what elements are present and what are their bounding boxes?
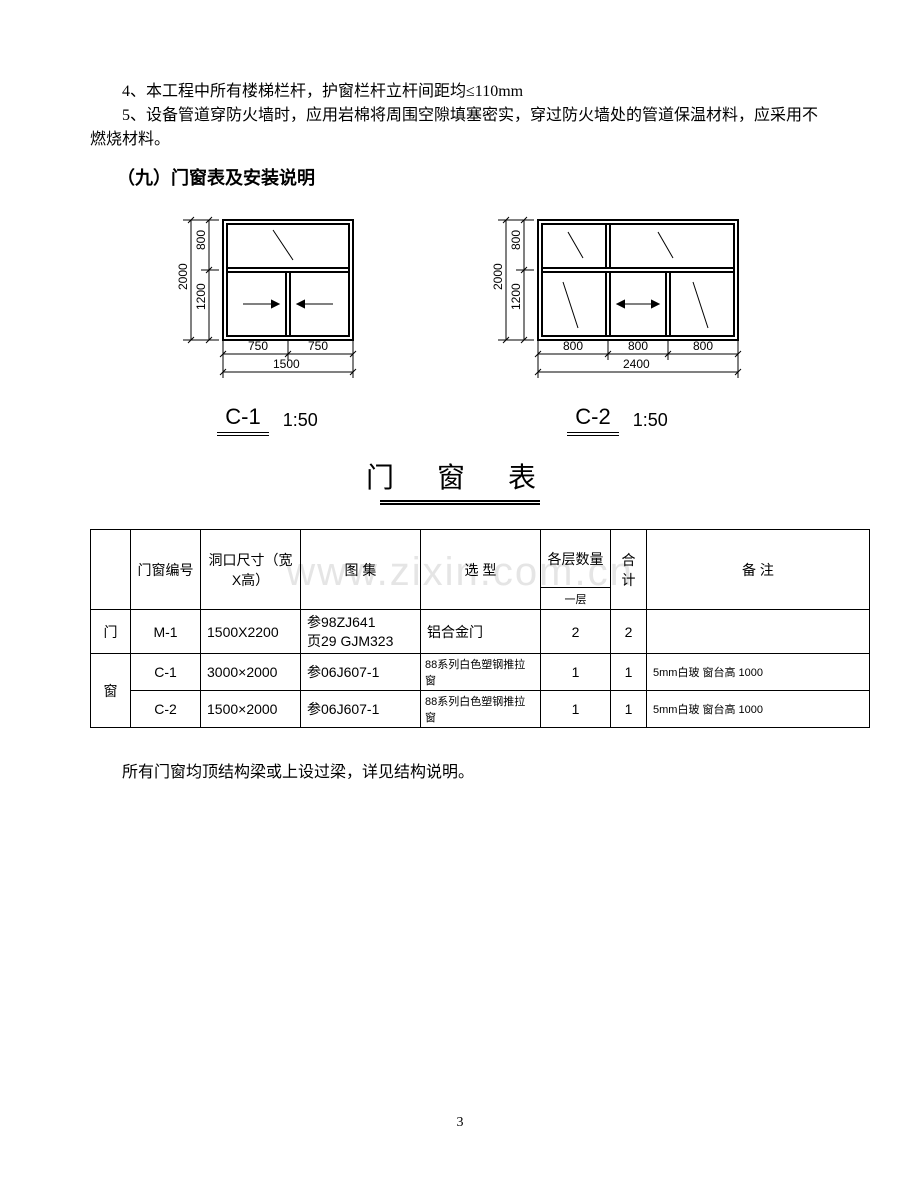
- c1-wtotal: 1500: [273, 357, 300, 371]
- c2-h-bot: 1200: [509, 283, 523, 310]
- r1-size: 3000×2000: [201, 654, 301, 691]
- r1-total: 1: [611, 654, 647, 691]
- th-atlas: 图 集: [301, 530, 421, 610]
- r0-atlas-l1: 参98ZJ641: [307, 614, 375, 630]
- page-number: 3: [457, 1115, 464, 1131]
- r2-qty: 1: [541, 691, 611, 728]
- c2-scale-row: C-2 1:50: [567, 404, 668, 436]
- r0-type: 铝合金门: [421, 610, 541, 654]
- r2-atlas: 参06J607-1: [301, 691, 421, 728]
- c2-scale: 1:50: [633, 410, 668, 431]
- c2-id: C-2: [567, 404, 618, 436]
- th-type: 选 型: [421, 530, 541, 610]
- th-total: 合计: [611, 530, 647, 610]
- section-heading: （九）门窗表及安装说明: [90, 164, 830, 190]
- c1-w1: 750: [248, 339, 268, 353]
- paragraph-4: 4、本工程中所有楼梯栏杆，护窗栏杆立杆间距均≤110mm: [90, 80, 830, 104]
- c2-w3: 800: [693, 339, 713, 353]
- window-c2-group: 800 800 800 2400 800 1200 2000: [468, 210, 768, 436]
- window-c2-svg: 800 800 800 2400 800 1200 2000: [468, 210, 768, 400]
- c1-h-bot: 1200: [194, 283, 208, 310]
- window-c1-svg: 750 750 1500 800 1200 2000: [153, 210, 383, 400]
- r1-note: 5mm白玻 窗台高 1000: [647, 654, 870, 691]
- c1-w2: 750: [308, 339, 328, 353]
- th-size: 洞口尺寸（宽X高）: [201, 530, 301, 610]
- r0-note: [647, 610, 870, 654]
- door-window-table: 门窗编号 洞口尺寸（宽X高） 图 集 选 型 各层数量 合计 备 注 一层 门 …: [90, 529, 870, 728]
- th-cat: [91, 530, 131, 610]
- r1-cat: 窗: [91, 654, 131, 728]
- r2-type: 88系列白色塑钢推拉窗: [421, 691, 541, 728]
- th-note: 备 注: [647, 530, 870, 610]
- table-title: 门 窗 表: [90, 456, 830, 496]
- th-floorqty: 各层数量: [541, 530, 611, 588]
- window-c1-group: 750 750 1500 800 1200 2000 C-1: [153, 210, 383, 436]
- r0-atlas-l2: 页29 GJM323: [307, 633, 393, 649]
- r0-total: 2: [611, 610, 647, 654]
- c2-w1: 800: [563, 339, 583, 353]
- r1-id: C-1: [131, 654, 201, 691]
- r0-atlas: 参98ZJ641 页29 GJM323: [301, 610, 421, 654]
- c2-w2: 800: [628, 339, 648, 353]
- r2-id: C-2: [131, 691, 201, 728]
- c1-scale-row: C-1 1:50: [217, 404, 318, 436]
- c1-id: C-1: [217, 404, 268, 436]
- r0-cat: 门: [91, 610, 131, 654]
- c1-h-total: 2000: [176, 263, 190, 290]
- r1-type: 88系列白色塑钢推拉窗: [421, 654, 541, 691]
- r2-note: 5mm白玻 窗台高 1000: [647, 691, 870, 728]
- th-id: 门窗编号: [131, 530, 201, 610]
- c1-h-top: 800: [194, 230, 208, 250]
- c2-wtotal: 2400: [623, 357, 650, 371]
- footer-note: 所有门窗均顶结构梁或上设过梁，详见结构说明。: [90, 758, 830, 782]
- r2-total: 1: [611, 691, 647, 728]
- c1-scale: 1:50: [283, 410, 318, 431]
- table-title-underline: [380, 500, 540, 505]
- c2-h-top: 800: [509, 230, 523, 250]
- window-diagrams-row: 750 750 1500 800 1200 2000 C-1: [90, 210, 830, 436]
- r0-size: 1500X2200: [201, 610, 301, 654]
- r1-atlas: 参06J607-1: [301, 654, 421, 691]
- r0-id: M-1: [131, 610, 201, 654]
- r0-qty: 2: [541, 610, 611, 654]
- th-floor1: 一层: [541, 588, 611, 610]
- r2-size: 1500×2000: [201, 691, 301, 728]
- paragraph-5: 5、设备管道穿防火墙时，应用岩棉将周围空隙填塞密实，穿过防火墙处的管道保温材料，…: [90, 104, 830, 152]
- c2-h-total: 2000: [491, 263, 505, 290]
- r1-qty: 1: [541, 654, 611, 691]
